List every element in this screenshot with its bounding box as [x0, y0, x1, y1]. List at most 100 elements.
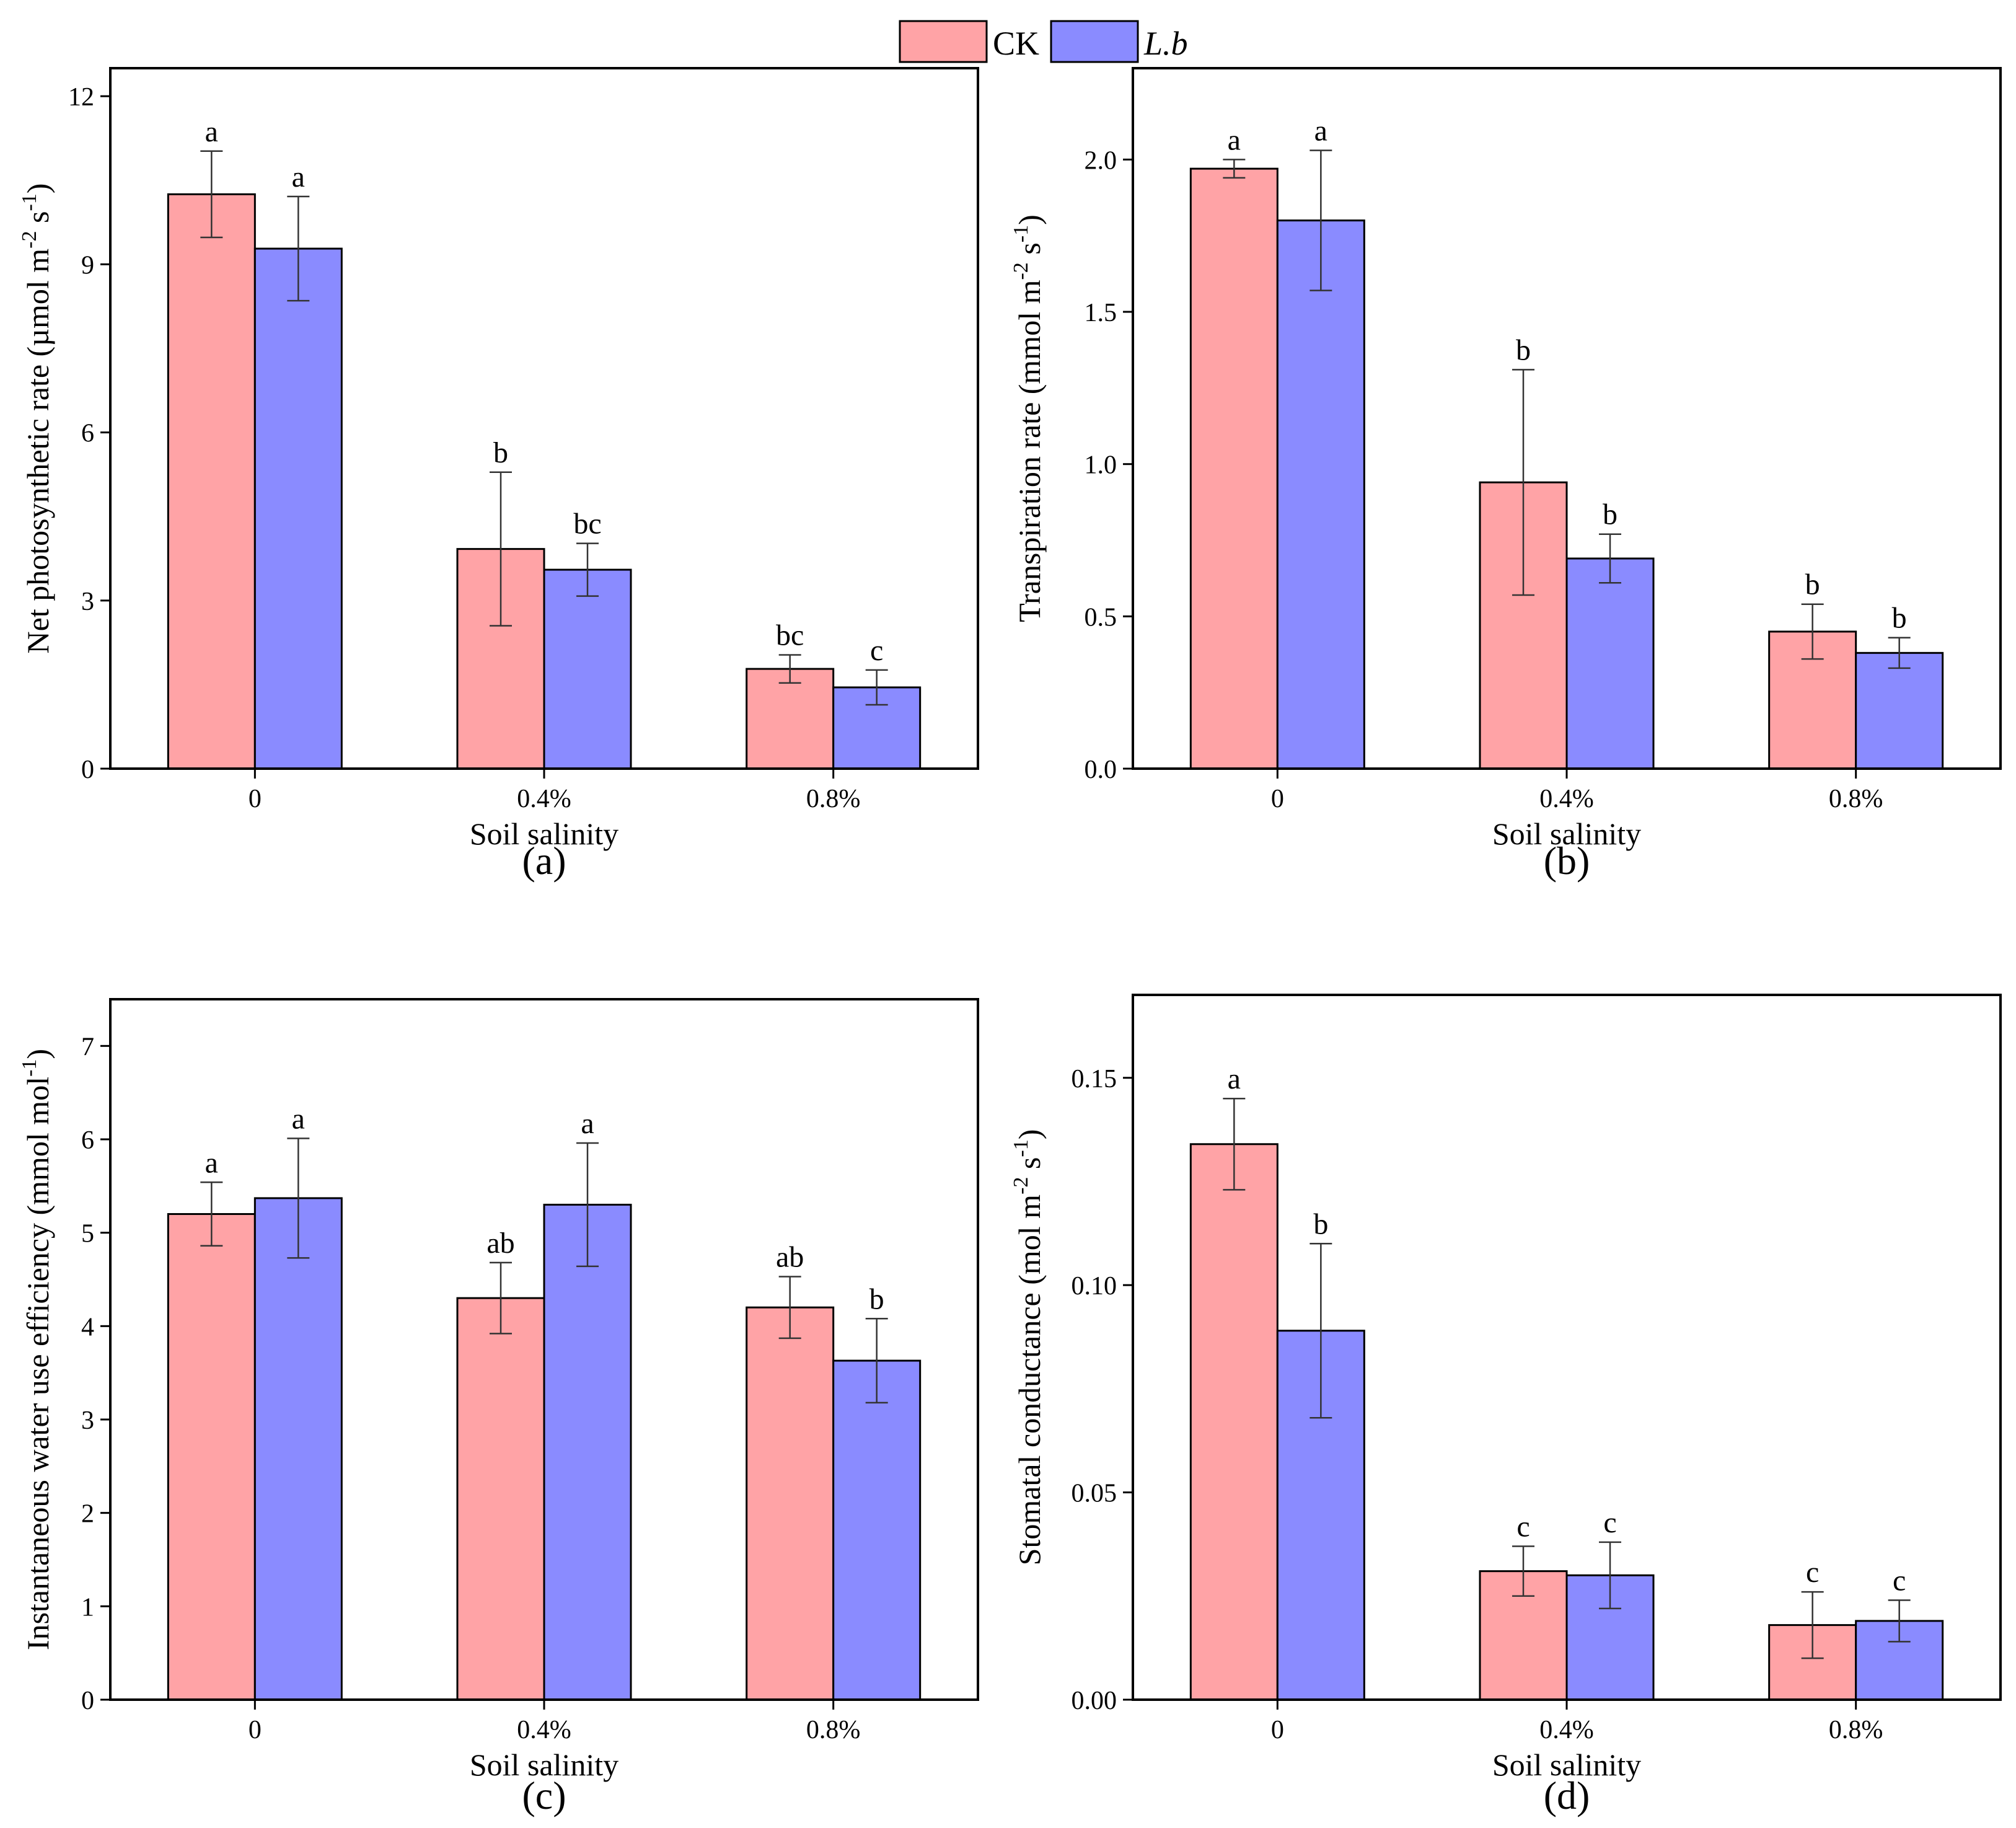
error-bar-d-lb-1: [1599, 1541, 1621, 1610]
sig-letter-a-ck-0: a: [205, 115, 218, 148]
y-axis-title-d: Stomatal conductance (mol m-2 s-1): [1010, 1129, 1047, 1566]
legend: CK L.b: [899, 20, 1188, 63]
error-bar-d-lb-2: [1888, 1599, 1911, 1643]
y-tick-label-c-7: 7: [81, 1033, 94, 1061]
error-bar-c-lb-1: [576, 1142, 599, 1268]
panel-label-c: (c): [522, 1773, 566, 1817]
sig-letter-b-ck-1: b: [1516, 333, 1531, 366]
sig-letter-c-lb-0: a: [292, 1102, 305, 1135]
y-tick-label-a-0: 0: [81, 756, 94, 784]
sig-letter-d-lb-1: c: [1603, 1506, 1616, 1539]
y-tick-label-d-1: 0.05: [1072, 1480, 1117, 1508]
x-tick-label-b-0: 0: [1271, 785, 1284, 813]
panel-a: a b bc a bc c 0 3 6 9 12 0 0.4% 0.8% Soil salinity Net …: [18, 67, 979, 883]
sig-letter-a-ck-2: bc: [776, 619, 804, 651]
y-axis-title-a: Net photosynthetic rate (µmol m-2 s-1): [18, 183, 55, 654]
sig-letter-d-ck-0: a: [1228, 1062, 1241, 1095]
bar-c-lb-2: [832, 1359, 922, 1701]
sig-letter-a-lb-0: a: [292, 161, 305, 193]
bar-b-lb-1: [1565, 557, 1655, 770]
error-bar-d-ck-0: [1223, 1097, 1246, 1191]
y-tick-label-b-4: 2.0: [1085, 146, 1117, 175]
bar-c-ck-1: [456, 1297, 545, 1701]
error-bar-a-ck-2: [778, 654, 801, 684]
bar-a-lb-1: [543, 568, 632, 770]
sig-letter-c-lb-1: a: [581, 1107, 594, 1140]
error-bar-c-lb-0: [287, 1137, 310, 1259]
y-axis-title-c: Instantaneous water use efficiency (mmol…: [18, 1049, 55, 1650]
y-tick-label-c-2: 2: [81, 1500, 94, 1529]
x-axis-title-b: Soil salinity: [1492, 816, 1641, 851]
error-bar-b-ck-1: [1512, 369, 1534, 596]
error-bar-b-ck-2: [1801, 603, 1824, 660]
y-tick-label-b-2: 1.0: [1085, 451, 1117, 480]
error-bar-c-lb-2: [865, 1318, 888, 1404]
sig-letter-d-lb-0: b: [1313, 1208, 1328, 1240]
legend-swatch-ck: [899, 20, 988, 63]
panel-label-a: (a): [522, 839, 566, 883]
error-bar-a-lb-1: [576, 542, 599, 597]
bar-c-ck-2: [746, 1306, 835, 1701]
x-tick-label-a-0: 0: [249, 785, 262, 813]
bar-c-ck-0: [167, 1213, 256, 1701]
x-tick-label-b-1: 0.4%: [1539, 785, 1594, 813]
y-tick-label-a-4: 12: [68, 83, 94, 112]
legend-swatch-lb: [1050, 20, 1139, 63]
y-tick-label-d-2: 0.10: [1072, 1272, 1117, 1300]
error-bar-c-ck-2: [778, 1276, 801, 1340]
x-tick-label-a-1: 0.4%: [517, 785, 571, 813]
x-tick-label-c-0: 0: [249, 1716, 262, 1744]
error-bar-a-lb-2: [865, 669, 888, 706]
legend-label-lb: L.b: [1143, 25, 1188, 62]
y-tick-label-c-5: 5: [81, 1220, 94, 1248]
bar-b-lb-2: [1855, 651, 1944, 770]
error-bar-c-ck-0: [200, 1181, 223, 1247]
error-bar-b-lb-1: [1599, 533, 1621, 584]
y-tick-label-c-1: 1: [81, 1593, 94, 1622]
sig-letter-c-ck-1: ab: [486, 1227, 514, 1260]
panel-d: a c c b c c 0.00 0.05 0.10 0.15 0 0.4% 0.8% Soil sali…: [1010, 994, 2002, 1817]
sig-letter-c-ck-0: a: [205, 1146, 218, 1179]
bar-b-lb-0: [1276, 219, 1365, 770]
x-axis-title-c: Soil salinity: [470, 1747, 618, 1782]
y-tick-label-b-1: 0.5: [1085, 603, 1117, 632]
x-tick-label-d-1: 0.4%: [1539, 1716, 1594, 1744]
sig-letter-b-lb-1: b: [1603, 498, 1618, 531]
panel-label-d: (d): [1544, 1773, 1590, 1817]
error-bar-d-ck-2: [1801, 1591, 1824, 1659]
bar-a-lb-0: [253, 247, 343, 770]
x-tick-label-a-2: 0.8%: [806, 785, 861, 813]
x-tick-label-d-2: 0.8%: [1829, 1716, 1883, 1744]
y-tick-label-a-2: 6: [81, 420, 94, 448]
error-bar-a-lb-0: [287, 195, 310, 302]
y-tick-label-c-0: 0: [81, 1687, 94, 1715]
sig-letter-b-lb-0: a: [1314, 115, 1327, 148]
panel-b: a b b a b b 0.0 0.5 1.0 1.5 2.0 0 0.4% 0.8% Soil salin…: [1010, 67, 2002, 883]
bar-d-ck-0: [1189, 1143, 1279, 1701]
bar-a-ck-0: [167, 193, 256, 770]
sig-letter-b-ck-2: b: [1805, 568, 1820, 601]
legend-label-ck: CK: [993, 25, 1039, 62]
y-tick-label-b-0: 0.0: [1085, 756, 1117, 784]
y-tick-label-c-3: 3: [81, 1406, 94, 1435]
x-tick-label-c-2: 0.8%: [806, 1716, 861, 1744]
error-bar-a-ck-0: [200, 150, 223, 239]
sig-letter-b-lb-2: b: [1892, 602, 1907, 635]
x-tick-label-b-2: 0.8%: [1829, 785, 1883, 813]
sig-letter-d-ck-2: c: [1806, 1556, 1819, 1589]
bar-c-lb-1: [543, 1203, 632, 1701]
x-axis-title-a: Soil salinity: [470, 816, 618, 851]
error-bar-c-ck-1: [490, 1261, 512, 1335]
error-bar-b-ck-0: [1223, 159, 1246, 179]
y-tick-label-c-6: 6: [81, 1126, 94, 1155]
y-tick-label-d-0: 0.00: [1072, 1687, 1117, 1715]
panel-label-b: (b): [1544, 839, 1590, 883]
x-tick-label-c-1: 0.4%: [517, 1716, 571, 1744]
sig-letter-d-lb-2: c: [1893, 1564, 1906, 1597]
x-axis-title-d: Soil salinity: [1492, 1747, 1641, 1782]
y-tick-label-b-3: 1.5: [1085, 299, 1117, 327]
bar-c-lb-0: [253, 1197, 343, 1701]
